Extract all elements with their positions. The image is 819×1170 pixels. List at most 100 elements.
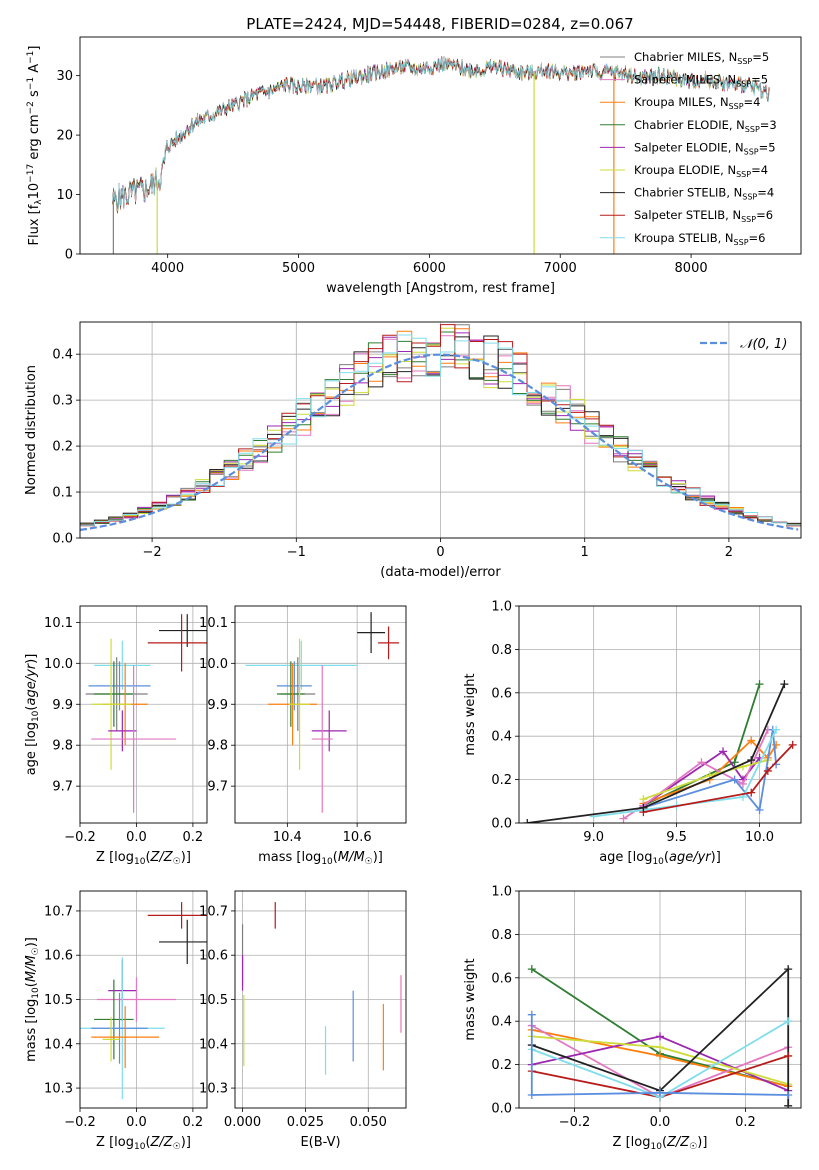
y-tick-label: 9.7	[52, 780, 73, 795]
series-marker	[527, 1090, 536, 1099]
x-tick-label: 9.5	[666, 830, 687, 845]
x-tick-label: 4000	[151, 261, 184, 276]
y-tick-label: 0.2	[491, 773, 512, 788]
histogram-kroupa_stelib	[80, 334, 801, 526]
plot-area	[245, 612, 400, 813]
y-tick-label: 0.3	[52, 394, 73, 409]
y-tick-label: 0.4	[491, 730, 512, 745]
y-tick-label: 0.8	[491, 643, 512, 658]
y-tick-label: 10.6	[199, 949, 228, 964]
series-marker	[784, 965, 793, 974]
plot-area	[112, 55, 770, 254]
series-marker	[697, 758, 706, 767]
y-tick-label: 10.1	[44, 616, 73, 631]
x-tick-label: −0.2	[64, 830, 96, 845]
series-marker	[747, 788, 756, 797]
errorbar-point	[311, 710, 347, 752]
x-tick-label: −0.2	[64, 1115, 96, 1130]
y-tick-label: 10.6	[44, 949, 73, 964]
y-tick-label: 0.4	[52, 348, 73, 363]
series-line-chabrier_stelib	[531, 967, 790, 1106]
series-marker	[763, 766, 772, 775]
x-axis-label: Z [log10(Z/Z☉)]	[613, 1135, 708, 1152]
series-marker	[639, 803, 648, 812]
errorbar-point	[91, 665, 176, 813]
x-axis-label: wavelength [Angstrom, rest frame]	[326, 281, 555, 296]
y-tick-label: 10.3	[199, 1082, 228, 1097]
x-tick-label: 6000	[413, 261, 446, 276]
y-tick-label: 10.4	[199, 1037, 228, 1052]
errorbar-point	[88, 661, 151, 711]
x-tick-label: 7000	[544, 261, 577, 276]
series-marker	[527, 1010, 536, 1019]
x-axis-label: mass [log10(M/M☉)]	[258, 850, 383, 867]
y-tick-label: 10.5	[199, 993, 228, 1008]
y-tick-label: 0.6	[491, 686, 512, 701]
series-line-chabrier_stelib	[527, 683, 786, 823]
x-tick-label: 0.2	[183, 1115, 204, 1130]
errorbar-point	[159, 614, 207, 647]
legend-entry: Salpeter STELIB, NSSP=6	[634, 208, 773, 224]
legend-entry: Salpeter MILES, NSSP=5	[634, 73, 768, 89]
series-marker	[619, 814, 628, 823]
x-axis-label: E(B-V)	[300, 1135, 340, 1150]
errorbar-point	[311, 665, 333, 813]
y-axis-label: mass [log10(M/M☉)]	[24, 937, 41, 1062]
series-marker	[784, 1017, 793, 1026]
x-tick-label: 10.0	[745, 830, 774, 845]
x-tick-label: 0.2	[183, 830, 204, 845]
errorbar-point	[91, 992, 148, 1064]
y-tick-label: 20	[56, 129, 73, 144]
y-tick-label: 0.0	[52, 532, 73, 547]
spectrum-line-kroupa_stelib	[112, 57, 770, 212]
y-tick-label: 0	[65, 248, 73, 263]
errorbar-point	[159, 919, 207, 965]
x-tick-label: 0.025	[287, 1115, 324, 1130]
y-tick-label: 0.2	[52, 440, 73, 455]
x-tick-label: 5000	[282, 261, 315, 276]
y-tick-label: 9.8	[52, 739, 73, 754]
y-tick-label: 1.0	[491, 600, 512, 615]
series-marker	[527, 965, 536, 974]
series-line-kroupa_stelib	[593, 729, 777, 818]
series-marker	[656, 1088, 664, 1097]
panel-mass_vs_Z: −0.2 0.0 0.2 10.3 10.4 10.5 10.6 10.7 Z [log10(Z…	[24, 890, 208, 1152]
series-marker	[738, 779, 747, 788]
legend: Chabrier MILES, NSSP=5 Salpeter MILES, NS…	[600, 50, 777, 247]
errorbar-point	[147, 902, 207, 929]
y-tick-label: 1.0	[491, 885, 512, 900]
series-marker	[730, 758, 739, 767]
y-tick-label: 10.7	[44, 904, 73, 919]
errorbar-point	[276, 661, 312, 711]
series-line-gaussian	[530, 1014, 789, 1096]
panel-age_vs_mass: 10.4 10.6 9.7 9.8 9.9 10.0 10.1 mass [log10(M/M…	[199, 605, 407, 867]
y-tick-label: 0.4	[491, 1015, 512, 1030]
legend-entry: Kroupa STELIB, NSSP=6	[634, 231, 765, 247]
y-tick-label: 9.7	[207, 780, 228, 795]
y-tick-label: 10.0	[199, 657, 228, 672]
legend-entry: Salpeter ELODIE, NSSP=5	[634, 140, 776, 156]
axes-frame	[79, 36, 802, 255]
y-axis-label: Normed distribution	[24, 365, 39, 495]
panel-massweight_vs_Z: −0.2 0.0 0.2 0.0 0.2 0.4 0.6 0.8 1.0 Z [log10(Z/Z…	[463, 885, 802, 1152]
x-tick-label: 0	[436, 545, 444, 560]
series-marker	[784, 1090, 793, 1099]
series-marker	[730, 775, 739, 784]
series-marker	[747, 736, 756, 745]
x-tick-label: 10.4	[273, 830, 302, 845]
x-axis-label: Z [log10(Z/Z☉)]	[96, 1135, 191, 1152]
series-marker	[656, 1043, 664, 1052]
y-tick-label: 0.2	[491, 1058, 512, 1073]
y-tick-label: 10.3	[44, 1082, 73, 1097]
series-marker	[755, 805, 764, 814]
series-marker	[788, 740, 797, 749]
y-tick-label: 0.8	[491, 928, 512, 943]
gridlines	[519, 605, 801, 824]
x-axis-label: (data-model)/error	[380, 565, 501, 580]
y-tick-label: 10.4	[44, 1037, 73, 1052]
x-tick-label: −0.2	[559, 1115, 591, 1130]
y-tick-label: 0.1	[52, 486, 73, 501]
errorbar-point	[94, 979, 134, 1060]
y-tick-label: 10	[56, 188, 73, 203]
plot-area	[80, 324, 801, 531]
